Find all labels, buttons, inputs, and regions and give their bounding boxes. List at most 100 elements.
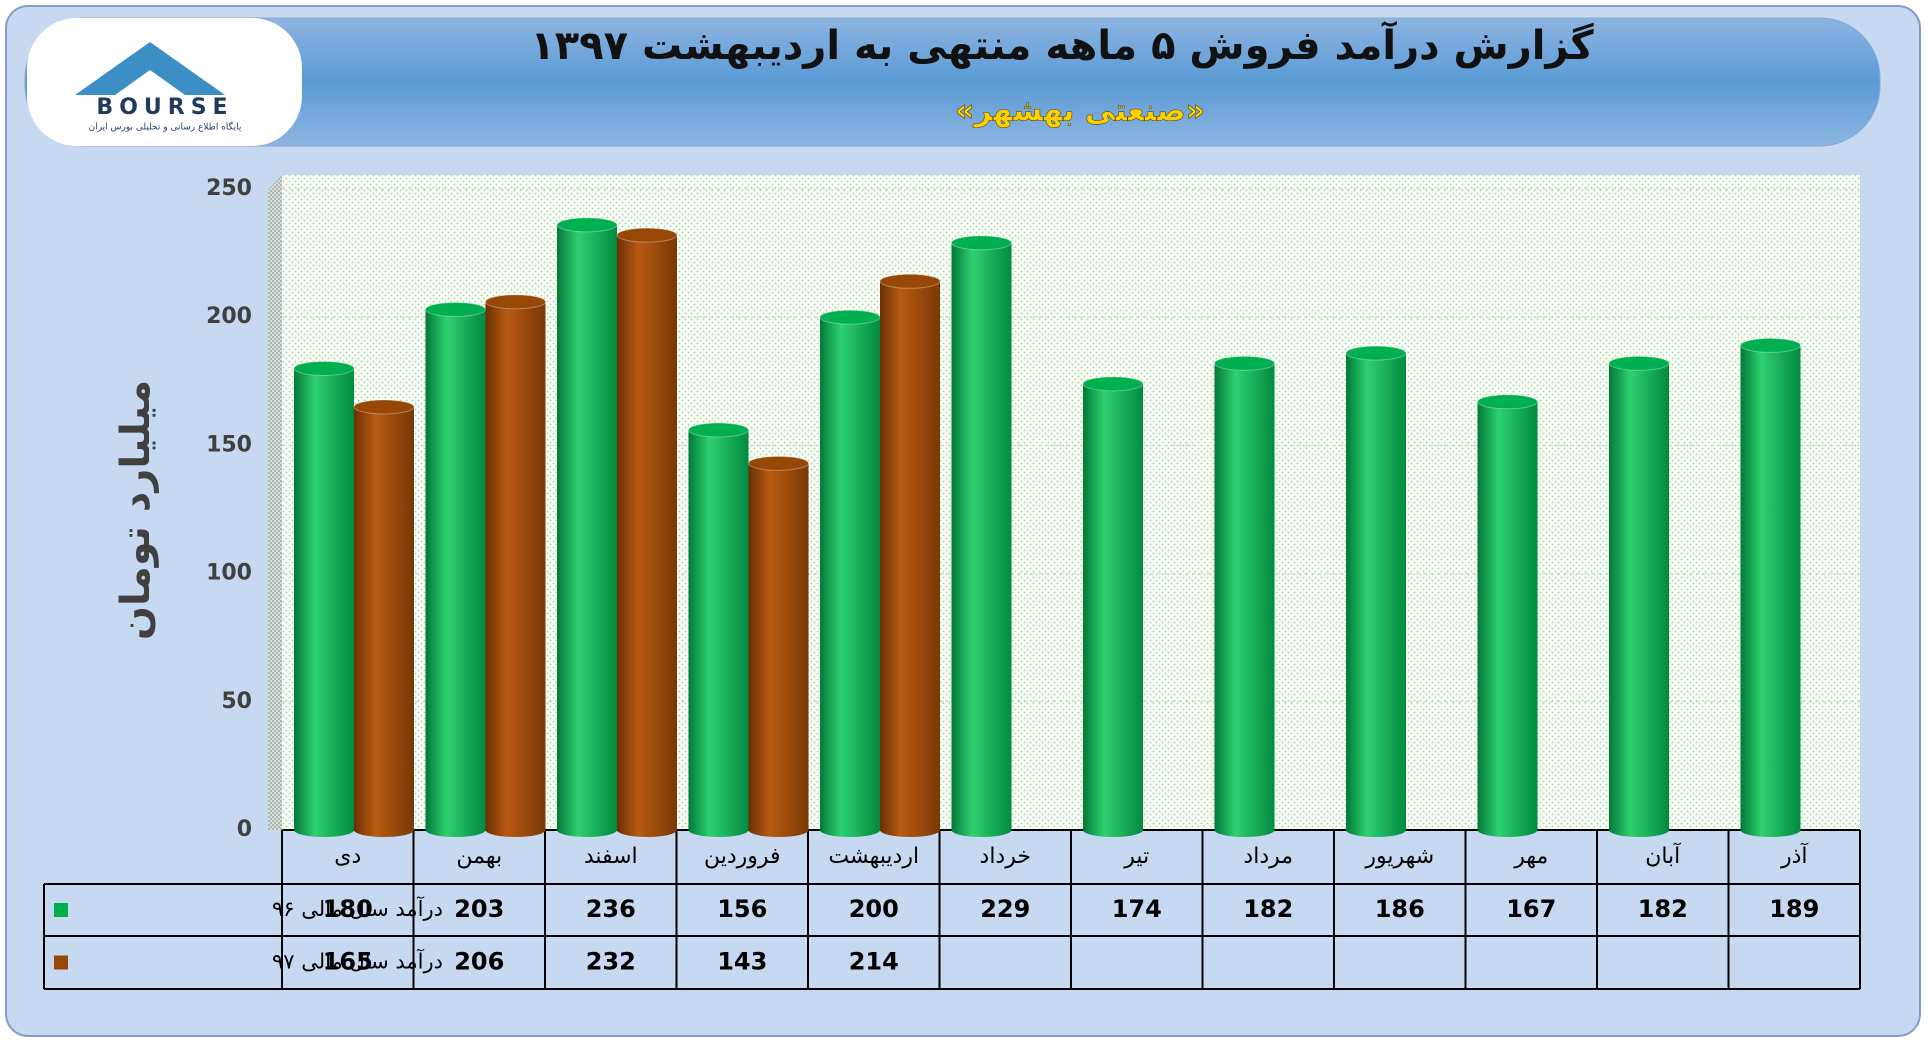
header-banner — [24, 17, 1881, 147]
x-tick-label: مهر — [1513, 844, 1548, 869]
bar-base — [354, 823, 414, 837]
y-tick-label: 100 — [206, 561, 252, 586]
data-label: 174 — [1112, 895, 1162, 923]
bar — [557, 224, 617, 830]
bar-base — [1477, 823, 1538, 837]
bar-base — [951, 823, 1012, 837]
data-label: 167 — [1506, 895, 1556, 923]
bar-cap — [1345, 345, 1407, 361]
bar — [820, 317, 880, 830]
bar-cap — [616, 227, 678, 243]
data-label: 206 — [454, 948, 504, 976]
logo-tagline: پایگاه اطلاع رسانی و تحلیلی بورس ایران — [89, 121, 242, 133]
bar — [485, 301, 546, 830]
bar-cap — [819, 309, 881, 325]
x-tick-label: آذر — [1780, 842, 1808, 869]
bar-cap — [879, 273, 941, 289]
bar-cap — [688, 422, 749, 438]
logo-box — [27, 18, 302, 146]
bar — [688, 430, 749, 830]
bar-base — [617, 823, 677, 837]
data-label: 189 — [1769, 895, 1819, 923]
legend-label: درآمد سال مالی ۹۶ — [272, 896, 443, 921]
bar-base — [1609, 823, 1669, 837]
bar-cap — [485, 294, 546, 310]
bar — [1477, 401, 1538, 830]
x-tick-label: تیر — [1123, 844, 1149, 869]
bar-base — [485, 823, 546, 837]
logo-name: BOURSE — [96, 95, 233, 120]
bar — [354, 406, 414, 830]
bar-cap — [556, 217, 618, 233]
x-tick-label: آبان — [1645, 842, 1681, 869]
bar-base — [1346, 823, 1406, 837]
data-label: 200 — [849, 895, 899, 923]
data-label: 165 — [323, 948, 373, 976]
y-tick-label: 0 — [237, 817, 252, 842]
bar-cap — [1214, 355, 1275, 371]
x-tick-label: دی — [334, 844, 361, 869]
data-label: 156 — [717, 895, 767, 923]
bar-base — [820, 823, 880, 837]
bar — [1740, 345, 1801, 830]
bar — [748, 463, 809, 830]
x-tick-label: مرداد — [1243, 844, 1293, 869]
legend-swatch — [54, 903, 68, 917]
x-tick-label: اسفند — [584, 844, 638, 869]
bar — [951, 242, 1012, 830]
y-tick-label: 150 — [206, 432, 252, 457]
bar — [1214, 363, 1275, 830]
bar — [1346, 353, 1406, 830]
bar-cap — [748, 455, 809, 471]
bar — [880, 281, 940, 831]
bar-cap — [1082, 376, 1144, 392]
bar — [294, 368, 354, 830]
logo-mark — [75, 42, 225, 95]
x-tick-label: شهریور — [1364, 844, 1434, 869]
bar-base — [425, 823, 486, 837]
bar-base — [294, 823, 354, 837]
data-label: 186 — [1375, 895, 1425, 923]
x-tick-label: فروردین — [704, 844, 781, 869]
legend-label: درآمد سال مالی ۹۷ — [272, 949, 443, 974]
legend-swatch — [54, 955, 68, 970]
x-tick-label: بهمن — [456, 844, 502, 869]
chart-subtitle: «صنعتی بهشهر» — [955, 94, 1205, 129]
data-label: 214 — [849, 948, 899, 976]
bar-base — [880, 823, 940, 837]
bar-cap — [1740, 337, 1801, 353]
bar-base — [1740, 823, 1801, 837]
plot-wall — [268, 175, 282, 830]
bar-cap — [353, 399, 415, 415]
bar-base — [557, 823, 617, 837]
data-label: 143 — [717, 948, 767, 976]
bar — [1609, 363, 1669, 830]
chart-title: گزارش درآمد فروش ۵ ماهه منتهی به اردیبهش… — [530, 20, 1594, 69]
y-tick-label: 200 — [206, 304, 252, 329]
bar-cap — [425, 302, 486, 318]
bar-base — [688, 823, 749, 837]
bar — [617, 235, 677, 831]
y-tick-label: 250 — [206, 176, 252, 201]
y-tick-label: 50 — [221, 689, 252, 714]
bar-base — [1214, 823, 1275, 837]
data-label: 236 — [586, 895, 636, 923]
bar-base — [1083, 823, 1143, 837]
bar-cap — [951, 235, 1012, 251]
data-label: 182 — [1638, 895, 1688, 923]
bar — [1083, 383, 1143, 830]
data-label: 229 — [980, 895, 1030, 923]
y-axis-label: میلیارد تومان — [113, 380, 159, 640]
x-tick-label: خرداد — [980, 844, 1031, 869]
bar-cap — [293, 360, 355, 376]
data-label: 203 — [454, 895, 504, 923]
bar-base — [748, 823, 809, 837]
data-label: 232 — [586, 948, 636, 976]
x-tick-label: اردیبهشت — [828, 844, 919, 869]
bar-cap — [1608, 355, 1670, 371]
data-label: 180 — [323, 895, 373, 923]
bar-cap — [1477, 394, 1538, 410]
bar — [425, 309, 486, 830]
